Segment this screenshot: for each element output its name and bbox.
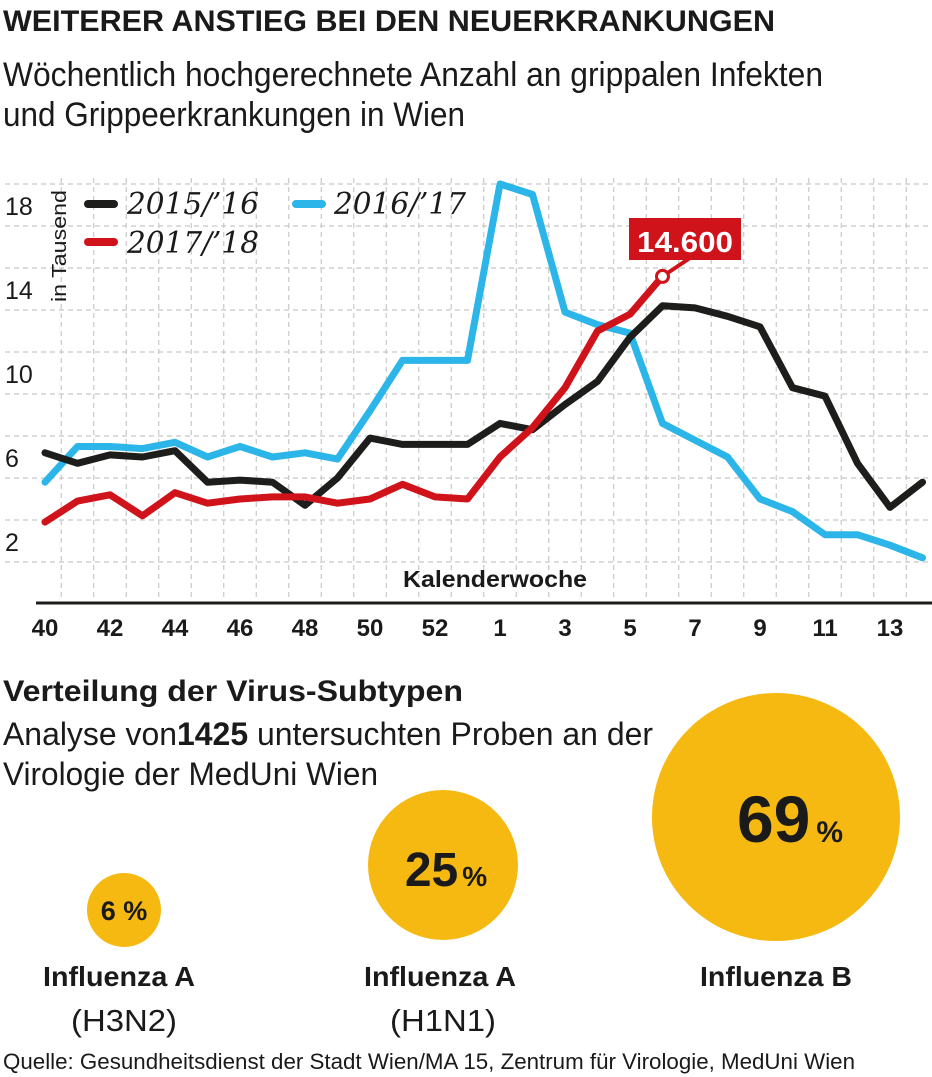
series-line-2 (41, 272, 666, 526)
subtitle-post: untersuchten Proben an der (248, 716, 653, 752)
y-tick-label: 14 (5, 277, 33, 305)
bubble-value-h3n2: 6 % (101, 896, 148, 926)
bubble-h1n1 (368, 790, 518, 940)
subtypes-title: Verteilung der Virus-Subtypen (3, 675, 463, 708)
bubble-value-h1n1: 25% (405, 844, 487, 897)
series-lines (41, 180, 926, 562)
x-tick-label: 52 (422, 615, 449, 642)
unit: % (123, 896, 147, 926)
callout-label: 14.600 (637, 227, 733, 259)
x-tick-label: 3 (558, 615, 571, 642)
legend: 2015/’16 2016/’17 2017/’18 (84, 187, 467, 261)
x-tick-label: 7 (688, 615, 701, 642)
subtypes-subtitle-line1: Analyse von1425 untersuchten Proben an d… (3, 716, 653, 752)
chart-title: WEITERER ANSTIEG BEI DEN NEUERKRANKUNGEN (3, 5, 775, 38)
x-axis-ticks: 40 42 44 46 48 50 52 1 3 5 7 9 11 13 (32, 615, 904, 642)
bubble-value-influenza-b: 69% (737, 782, 843, 856)
x-tick-label: 46 (227, 615, 254, 642)
x-tick-label: 13 (877, 615, 904, 642)
peak-marker (655, 268, 670, 284)
y-axis-ticks: 2 6 10 14 18 (5, 193, 33, 557)
bubble-h3n2 (87, 873, 161, 947)
legend-label-2016-17: 2016/’17 (333, 187, 467, 222)
y-tick-label: 10 (5, 361, 33, 389)
x-tick-label: 1 (493, 615, 506, 642)
bubble-label-h3n2: Influenza A (43, 961, 195, 992)
x-tick-label: 48 (292, 615, 319, 642)
legend-label-2017-18: 2017/’18 (126, 226, 259, 261)
callout-box (629, 218, 741, 260)
bubble-sublabel-h3n2: (H3N2) (71, 1003, 177, 1038)
sample-count: 1425 (177, 716, 248, 752)
bubble-influenza-b (652, 693, 900, 941)
subtitle-pre: Analyse von (3, 716, 177, 752)
y-tick-label: 6 (5, 445, 19, 473)
source-note: Quelle: Gesundheitsdienst der Stadt Wien… (3, 1049, 855, 1074)
unit: % (462, 861, 487, 892)
x-tick-label: 44 (162, 615, 189, 642)
series-line-0 (41, 302, 926, 511)
subtypes-subtitle-line2: Virologie der MedUni Wien (3, 756, 378, 792)
x-tick-label: 40 (32, 615, 59, 642)
value: 6 (101, 896, 116, 926)
y-tick-label: 2 (5, 529, 19, 557)
chart-subtitle-line2: und Grippeerkrankungen in Wien (3, 96, 465, 134)
chart-subtitle-line1: Wöchentlich hochgerechnete Anzahl an gri… (3, 56, 823, 94)
bubble-label-influenza-b: Influenza B (700, 961, 852, 992)
legend-label-2015-16: 2015/’16 (126, 187, 259, 222)
x-tick-label: 42 (97, 615, 124, 642)
value: 69 (737, 782, 810, 856)
x-tick-label: 5 (623, 615, 636, 642)
line-chart: 2 6 10 14 18 in Tausend 2015/’16 2016/’17 20… (5, 178, 932, 642)
x-tick-label: 9 (753, 615, 766, 642)
peak-callout: 14.600 (629, 218, 741, 284)
y-axis-label: in Tausend (49, 190, 71, 302)
bubble-sublabel-h1n1: (H1N1) (390, 1003, 496, 1038)
series-line-1 (41, 180, 926, 562)
x-tick-label: 11 (812, 615, 837, 642)
subtype-bubbles: 6 % 25% 69% Influenza A (H3N2) Influenza… (43, 693, 900, 1038)
y-tick-label: 18 (5, 193, 33, 221)
bubble-label-h1n1: Influenza A (364, 961, 516, 992)
value: 25 (405, 844, 458, 897)
unit: % (816, 816, 843, 849)
x-axis-label: Kalenderwoche (403, 566, 587, 592)
x-tick-label: 50 (357, 615, 384, 642)
